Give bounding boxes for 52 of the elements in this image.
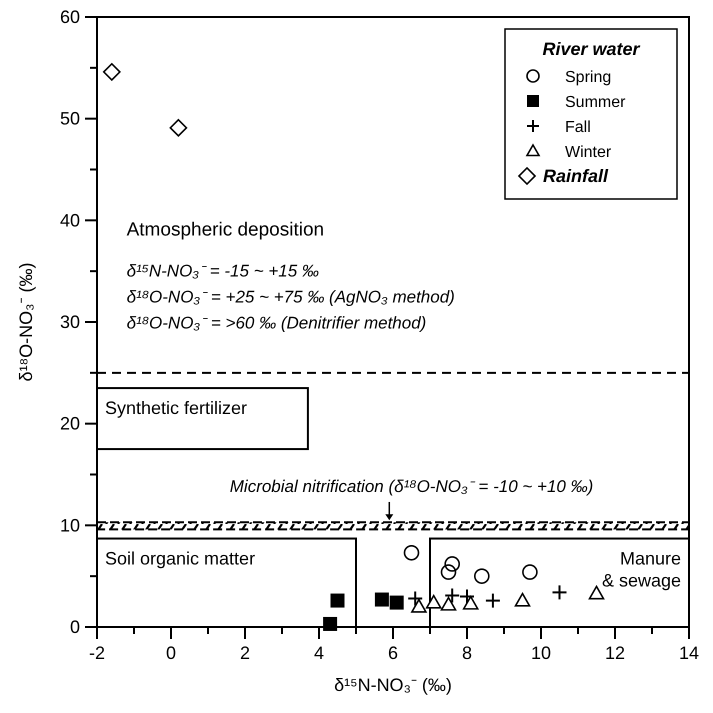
point <box>552 584 568 600</box>
legend-label: Spring <box>565 69 612 86</box>
x-tick-label: 10 <box>530 643 552 663</box>
legend-label: Rainfall <box>543 166 610 186</box>
point <box>374 592 389 607</box>
y-tick-label: 20 <box>60 414 80 434</box>
point <box>411 598 427 613</box>
y-tick-label: 10 <box>60 515 80 536</box>
point <box>588 586 604 600</box>
point <box>522 564 538 580</box>
point <box>440 564 456 580</box>
x-tick-label: 14 <box>678 643 700 663</box>
legend-label: Summer <box>565 94 626 111</box>
x-tick-label: 8 <box>462 643 472 663</box>
legend-title: River water <box>542 39 641 59</box>
point <box>484 592 501 609</box>
point <box>390 596 404 610</box>
annotation: δ¹⁸O-NO₃⁻ = +25 ~ +75 ‰ (AgNO₃ method) <box>126 287 455 306</box>
y-tick-label: 60 <box>60 7 80 27</box>
y-axis-title: δ¹⁸O-NO₃⁻ (‰) <box>16 262 36 382</box>
annotation: δ¹⁸O-NO₃⁻ = >60 ‰ (Denitrifier method) <box>126 313 426 332</box>
annotation: δ¹⁵N-NO₃⁻ = -15 ~ +15 ‰ <box>126 261 319 280</box>
x-tick-label: 12 <box>604 643 626 663</box>
point <box>426 594 442 609</box>
point <box>404 544 420 561</box>
legend-label: Winter <box>565 144 612 161</box>
annotation: Soil organic matter <box>105 548 256 569</box>
point <box>514 592 530 607</box>
x-tick-label: 6 <box>388 643 398 663</box>
y-tick-label: 30 <box>60 312 80 332</box>
x-tick-label: 2 <box>240 643 250 663</box>
x-axis-title: δ¹⁵N-NO₃⁻ (‰) <box>334 675 452 695</box>
y-tick-label: 40 <box>60 210 80 230</box>
band-label: Microbial nitrification (δ¹⁸O-NO₃⁻ = -10 ~ +10 ‰) <box>230 476 594 496</box>
point <box>102 63 121 81</box>
annotation: Synthetic fertilizer <box>105 398 248 418</box>
point <box>444 587 460 604</box>
legend-label: Fall <box>565 119 591 136</box>
x-tick-label: 0 <box>166 643 176 663</box>
point <box>170 118 188 137</box>
y-tick-label: 0 <box>70 617 80 637</box>
annotation: Manure & sewage <box>602 548 681 591</box>
point <box>440 596 456 611</box>
y-tick-label: 50 <box>60 108 80 129</box>
point <box>444 556 460 572</box>
point <box>462 596 478 610</box>
point <box>407 590 424 607</box>
annotation: Atmospheric deposition <box>126 220 324 241</box>
x-tick-label: -2 <box>88 643 106 663</box>
x-tick-label: 4 <box>314 643 324 663</box>
point <box>474 568 490 584</box>
point <box>330 594 344 608</box>
